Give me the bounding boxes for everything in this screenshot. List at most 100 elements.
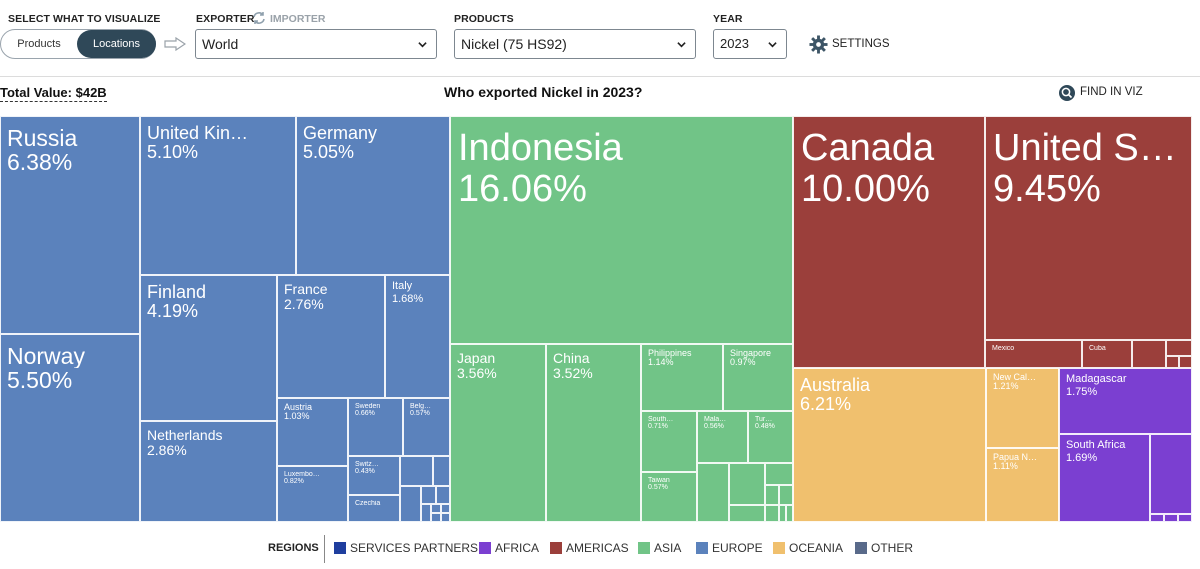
- treemap-cell-turkey[interactable]: Tur… 0.48%: [748, 411, 793, 463]
- treemap-cell-small[interactable]: [729, 505, 765, 522]
- treemap-cell-malaysia[interactable]: Mala… 0.56%: [697, 411, 748, 463]
- treemap-cell-netherlands[interactable]: Netherlands 2.86%: [140, 421, 277, 522]
- cell-value: 0.48%: [755, 423, 775, 431]
- treemap-cell-finland[interactable]: Finland 4.19%: [140, 275, 277, 421]
- year-label: YEAR: [713, 13, 743, 25]
- treemap-cell-madagascar[interactable]: Madagascar 1.75%: [1059, 368, 1192, 434]
- treemap-cell-australia[interactable]: Australia 6.21%: [793, 368, 986, 522]
- treemap-cell-singapore[interactable]: Singapore 0.97%: [723, 344, 793, 411]
- treemap-cell-small[interactable]: [1178, 514, 1192, 522]
- treemap-cell-norway[interactable]: Norway 5.50%: [0, 334, 140, 522]
- treemap-cell-small[interactable]: [431, 513, 441, 522]
- products-toggle-option[interactable]: Products: [17, 38, 61, 50]
- cell-name: Belg…: [410, 403, 432, 410]
- treemap-cell-france[interactable]: France 2.76%: [277, 275, 385, 398]
- treemap-cell-small[interactable]: [441, 513, 450, 522]
- treemap-cell-mexico[interactable]: Mexico: [985, 340, 1082, 368]
- cell-name: Mexico: [992, 345, 1015, 352]
- legend-item-europe[interactable]: EUROPE: [696, 541, 763, 555]
- treemap-cell-philippines[interactable]: Philippines 1.14%: [641, 344, 723, 411]
- treemap-cell-italy[interactable]: Italy 1.68%: [385, 275, 450, 398]
- treemap-cell-small[interactable]: [1166, 340, 1192, 356]
- treemap-cell-small[interactable]: [431, 504, 441, 513]
- treemap-cell-new-caledonia[interactable]: New Cal… 1.21%: [986, 368, 1059, 448]
- treemap-cell-small[interactable]: [421, 504, 431, 522]
- cell-value: 3.52%: [553, 364, 593, 381]
- cell-name: Sweden: [355, 403, 381, 410]
- treemap-cell-small[interactable]: [1150, 434, 1192, 514]
- treemap-cell-south-africa[interactable]: South Africa 1.69%: [1059, 434, 1150, 522]
- year-select[interactable]: 2023: [713, 29, 787, 59]
- treemap-cell-small[interactable]: [441, 504, 450, 513]
- legend-item-oceania[interactable]: OCEANIA: [773, 541, 843, 555]
- treemap-cell-small[interactable]: [765, 463, 793, 485]
- cell-value: 5.10%: [147, 141, 199, 162]
- treemap-cell-small[interactable]: [421, 486, 436, 504]
- treemap-cell-united-kingdom[interactable]: United Kin… 5.10%: [140, 116, 296, 275]
- treemap-cell-switzerland[interactable]: Switz… 0.43%: [348, 456, 400, 495]
- treemap-cell-small[interactable]: [1166, 356, 1179, 368]
- treemap-cell-small[interactable]: [697, 463, 729, 522]
- cell-value: 0.56%: [704, 423, 724, 431]
- treemap-cell-small[interactable]: [1150, 514, 1164, 522]
- treemap-cell-small[interactable]: [779, 505, 786, 522]
- importer-label[interactable]: IMPORTER: [270, 13, 326, 25]
- cell-value: 2.86%: [147, 441, 187, 458]
- legend-item-africa[interactable]: AFRICA: [479, 541, 539, 555]
- treemap-cell-luxembourg[interactable]: Luxembo… 0.82%: [277, 466, 348, 522]
- cell-value: 0.66%: [355, 410, 375, 418]
- treemap-cell-germany[interactable]: Germany 5.05%: [296, 116, 450, 275]
- treemap-cell-small[interactable]: [1164, 514, 1178, 522]
- treemap-cell-russia[interactable]: Russia 6.38%: [0, 116, 140, 334]
- treemap-cell-united-states[interactable]: United S… 9.45%: [985, 116, 1192, 340]
- treemap-cell-sweden[interactable]: Sweden 0.66%: [348, 398, 403, 456]
- swap-icon[interactable]: [252, 11, 266, 30]
- treemap-cell-belgium[interactable]: Belg… 0.57%: [403, 398, 450, 456]
- treemap-cell-japan[interactable]: Japan 3.56%: [450, 344, 546, 522]
- select-label: SELECT WHAT TO VISUALIZE: [8, 13, 161, 25]
- treemap-cell-small[interactable]: [436, 486, 450, 504]
- treemap-cell-small[interactable]: [765, 485, 779, 505]
- legend-swatch: [773, 542, 785, 554]
- exporter-select[interactable]: World: [195, 29, 437, 59]
- cell-value: 0.43%: [355, 468, 375, 476]
- cell-value: 1.11%: [993, 461, 1018, 472]
- treemap-cell-cuba[interactable]: Cuba: [1082, 340, 1132, 368]
- treemap-cell-small[interactable]: [729, 463, 765, 505]
- total-value[interactable]: Total Value: $42B: [0, 85, 107, 102]
- treemap-cell-china[interactable]: China 3.52%: [546, 344, 641, 522]
- treemap-cell-south-korea[interactable]: South… 0.71%: [641, 411, 697, 472]
- settings-button[interactable]: SETTINGS: [809, 35, 890, 57]
- treemap-cell-indonesia[interactable]: Indonesia 16.06%: [450, 116, 793, 344]
- treemap-cell-small[interactable]: [786, 505, 793, 522]
- cell-value: 4.19%: [147, 300, 199, 321]
- cell-value: 0.71%: [648, 423, 668, 431]
- treemap-cell-small[interactable]: [1132, 340, 1166, 368]
- legend-item-asia[interactable]: ASIA: [638, 541, 681, 555]
- treemap-cell-papua-new-guinea[interactable]: Papua N… 1.11%: [986, 448, 1059, 522]
- treemap-cell-czechia[interactable]: Czechia: [348, 495, 400, 522]
- locations-toggle-option[interactable]: Locations: [77, 30, 156, 58]
- cell-value: 9.45%: [993, 167, 1101, 210]
- visualize-toggle[interactable]: Products Locations: [0, 29, 156, 59]
- legend-item-americas[interactable]: AMERICAS: [550, 541, 629, 555]
- treemap-cell-small[interactable]: [433, 456, 450, 486]
- legend-label: EUROPE: [712, 541, 763, 555]
- treemap-cell-small[interactable]: [765, 505, 779, 522]
- legend-item-other[interactable]: OTHER: [855, 541, 913, 555]
- cell-name: Netherlands: [147, 428, 223, 443]
- cell-name: Taiwan: [648, 477, 670, 484]
- treemap-cell-small[interactable]: [779, 485, 793, 505]
- cell-name: Tur…: [755, 416, 773, 423]
- legend-item-services-partners[interactable]: SERVICES PARTNERS: [334, 541, 478, 555]
- treemap-cell-austria[interactable]: Austria 1.03%: [277, 398, 348, 466]
- treemap-cell-taiwan[interactable]: Taiwan 0.57%: [641, 472, 697, 522]
- products-select[interactable]: Nickel (75 HS92): [454, 29, 696, 59]
- regions-legend: REGIONS SERVICES PARTNERS AFRICA AMERICA…: [0, 535, 1200, 563]
- treemap-cell-canada[interactable]: Canada 10.00%: [793, 116, 985, 368]
- treemap-cell-small[interactable]: [400, 456, 433, 486]
- find-in-viz-button[interactable]: FIND IN VIZ: [1058, 84, 1143, 105]
- treemap-cell-small[interactable]: [400, 486, 421, 522]
- cell-name: France: [284, 282, 328, 297]
- treemap-cell-small[interactable]: [1179, 356, 1192, 368]
